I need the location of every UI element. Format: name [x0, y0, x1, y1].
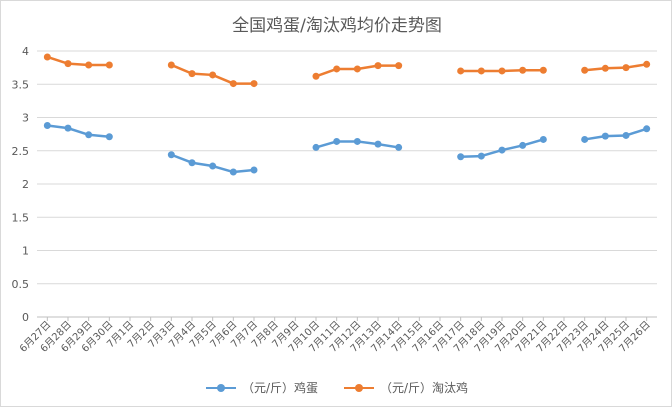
data-point-series-1[interactable] [457, 67, 465, 75]
y-tick-label: 2 [22, 178, 29, 191]
data-point-series-0[interactable] [643, 125, 651, 133]
y-tick-label: 1.5 [12, 211, 30, 224]
legend-label-hen: （元/斤）淘汰鸡 [380, 381, 469, 395]
data-point-series-1[interactable] [250, 80, 258, 88]
y-axis: 0 0.5 1 1.5 2 2.5 3 3.5 4 [12, 45, 30, 324]
data-point-series-0[interactable] [539, 135, 547, 143]
x-axis: 6月27日6月28日6月29日6月30日7月1日7月2日7月3日7月4日7月5日… [17, 317, 653, 355]
legend-swatch-hen [344, 382, 374, 394]
y-tick-label: 0.5 [12, 278, 30, 291]
series-line-1 [584, 63, 647, 72]
gridlines [37, 50, 657, 318]
series-points [43, 53, 651, 176]
data-point-series-1[interactable] [312, 72, 320, 80]
data-point-series-1[interactable] [85, 61, 93, 69]
data-point-series-0[interactable] [622, 131, 630, 139]
y-tick-label: 3.5 [12, 78, 30, 91]
legend-label-egg: （元/斤）鸡蛋 [241, 381, 318, 395]
series-line-0 [47, 124, 110, 139]
y-tick-label: 3 [22, 112, 29, 125]
data-point-series-1[interactable] [581, 66, 589, 74]
data-point-series-0[interactable] [477, 152, 485, 160]
data-point-series-0[interactable] [167, 151, 175, 159]
data-point-series-0[interactable] [85, 131, 93, 139]
legend: （元/斤）鸡蛋 （元/斤）淘汰鸡 [1, 379, 672, 396]
data-point-series-0[interactable] [519, 141, 527, 149]
data-point-series-0[interactable] [105, 133, 113, 141]
data-point-series-1[interactable] [105, 61, 113, 69]
legend-item-egg[interactable]: （元/斤）鸡蛋 [205, 379, 318, 396]
data-point-series-1[interactable] [333, 65, 341, 73]
data-point-series-0[interactable] [43, 121, 51, 129]
y-tick-label: 4 [22, 45, 29, 58]
y-tick-label: 1 [22, 245, 29, 258]
data-point-series-0[interactable] [601, 132, 609, 140]
legend-item-hen[interactable]: （元/斤）淘汰鸡 [344, 379, 468, 396]
data-point-series-0[interactable] [312, 143, 320, 151]
data-point-series-1[interactable] [395, 62, 403, 70]
y-tick-label: 2.5 [12, 145, 30, 158]
data-point-series-1[interactable] [519, 66, 527, 74]
data-point-series-0[interactable] [581, 135, 589, 143]
data-point-series-0[interactable] [353, 137, 361, 145]
data-point-series-1[interactable] [622, 64, 630, 72]
data-point-series-1[interactable] [498, 67, 506, 75]
data-point-series-1[interactable] [539, 66, 547, 74]
data-point-series-0[interactable] [64, 124, 72, 132]
data-point-series-0[interactable] [333, 137, 341, 145]
data-point-series-1[interactable] [188, 70, 196, 78]
series-line-0 [584, 127, 648, 141]
legend-dot-hen [355, 383, 363, 392]
data-point-series-1[interactable] [643, 60, 651, 68]
series-line-1 [46, 55, 110, 67]
data-point-series-1[interactable] [64, 60, 72, 68]
data-point-series-1[interactable] [374, 62, 382, 70]
series-lines [46, 55, 648, 174]
chart-title: 全国鸡蛋/淘汰鸡均价走势图 [232, 16, 442, 36]
data-point-series-0[interactable] [188, 159, 196, 167]
data-point-series-0[interactable] [457, 153, 465, 161]
legend-swatch-egg [205, 382, 236, 394]
data-point-series-0[interactable] [250, 166, 258, 174]
data-point-series-1[interactable] [209, 71, 217, 79]
data-point-series-0[interactable] [229, 168, 237, 176]
data-point-series-0[interactable] [395, 143, 403, 151]
data-point-series-0[interactable] [498, 146, 506, 154]
data-point-series-1[interactable] [601, 64, 609, 72]
data-point-series-1[interactable] [43, 53, 51, 61]
y-tick-label: 0 [22, 311, 29, 324]
data-point-series-1[interactable] [477, 67, 485, 75]
data-point-series-1[interactable] [229, 80, 237, 88]
legend-dot-egg [216, 383, 225, 392]
data-point-series-0[interactable] [209, 162, 217, 170]
data-point-series-1[interactable] [353, 65, 361, 73]
data-point-series-1[interactable] [167, 61, 175, 69]
data-point-series-0[interactable] [374, 140, 382, 148]
